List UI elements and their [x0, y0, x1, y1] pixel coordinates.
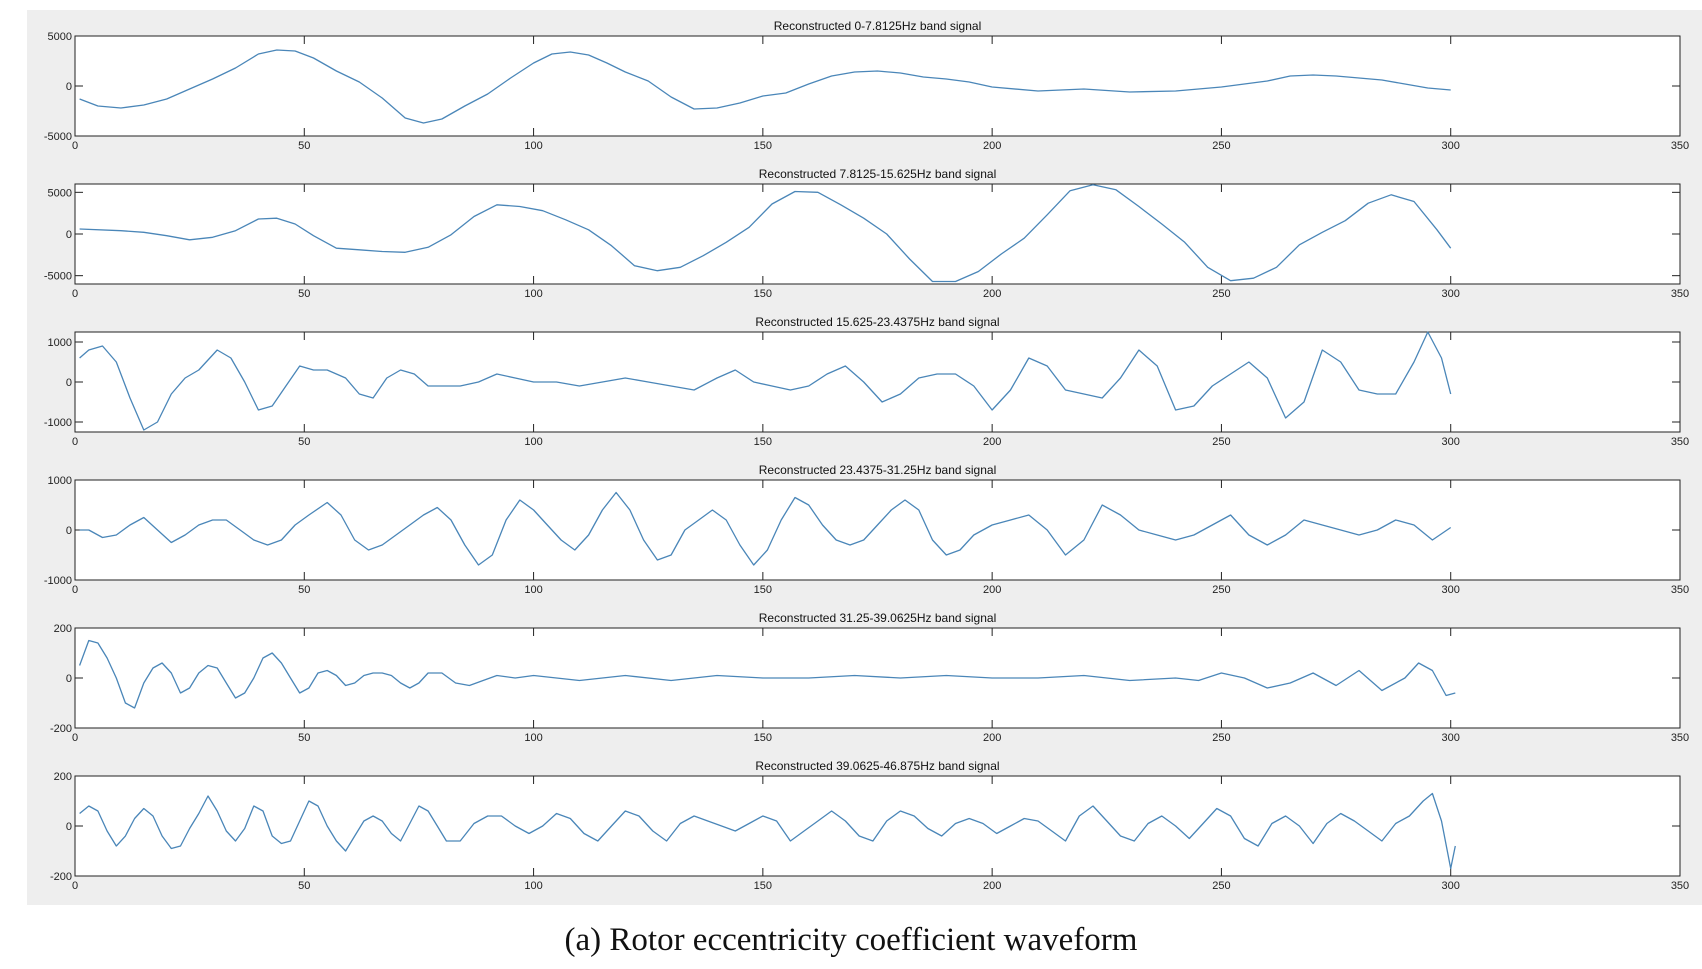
x-tick-label: 350 [1671, 584, 1689, 596]
x-tick-label: 150 [754, 140, 772, 152]
x-tick-label: 0 [72, 140, 78, 152]
x-tick-label: 300 [1442, 140, 1460, 152]
subplot-axes-box [74, 479, 1681, 581]
y-tick-label: -200 [50, 871, 72, 883]
x-tick-label: 200 [983, 140, 1001, 152]
charts-svg: Reconstructed 0-7.8125Hz band signal 0 50 1… [44, 19, 1689, 892]
x-tick-label: 200 [983, 880, 1001, 892]
x-tick-label: 250 [1212, 880, 1230, 892]
subplot-title: Reconstructed 23.4375-31.25Hz band signa… [759, 463, 997, 477]
series-line-5 [78, 639, 1456, 709]
x-tick-label: 200 [983, 436, 1001, 448]
y-tick-label: 5000 [48, 31, 72, 43]
x-tick-label: 350 [1671, 732, 1689, 744]
y-tick-label: 200 [54, 771, 72, 783]
x-tick-label: 250 [1212, 288, 1230, 300]
x-tick-label: 150 [754, 732, 772, 744]
x-tick-label: 350 [1671, 436, 1689, 448]
y-tick-label: -5000 [44, 131, 72, 143]
x-tick-label: 0 [72, 436, 78, 448]
x-tick-label: 100 [524, 732, 542, 744]
subplot-axes-box [74, 775, 1681, 877]
x-tick-label: 100 [524, 288, 542, 300]
figure-caption: (a) Rotor eccentricity coefficient wavef… [564, 922, 1138, 958]
x-tick-label: 0 [72, 732, 78, 744]
subplot-title: Reconstructed 15.625-23.4375Hz band sign… [755, 315, 999, 329]
x-tick-label: 100 [524, 436, 542, 448]
y-tick-label: -5000 [44, 271, 72, 283]
x-tick-label: 50 [298, 436, 310, 448]
subplot-axes-box [74, 35, 1681, 137]
y-tick-label: 1000 [48, 475, 72, 487]
y-tick-label: 1000 [48, 337, 72, 349]
series-line-4 [79, 491, 1452, 566]
y-tick-label: 0 [66, 525, 72, 537]
subplot-title: Reconstructed 7.8125-15.625Hz band signa… [759, 167, 997, 181]
x-tick-label: 300 [1442, 584, 1460, 596]
subplot-axes-box [74, 627, 1681, 729]
subplot-6: Reconstructed 39.0625-46.875Hz band sign… [50, 759, 1689, 892]
figure-panel [27, 10, 1702, 905]
x-tick-label: 250 [1212, 732, 1230, 744]
x-tick-label: 300 [1442, 880, 1460, 892]
subplot-title: Reconstructed 0-7.8125Hz band signal [774, 19, 981, 33]
series-line-3 [79, 331, 1452, 431]
x-tick-label: 150 [754, 436, 772, 448]
series-line-6 [79, 792, 1456, 870]
x-tick-label: 0 [72, 880, 78, 892]
y-tick-label: -200 [50, 723, 72, 735]
x-tick-label: 0 [72, 288, 78, 300]
y-tick-label: 0 [66, 377, 72, 389]
x-tick-label: 200 [983, 288, 1001, 300]
x-tick-label: 150 [754, 288, 772, 300]
x-tick-label: 0 [72, 584, 78, 596]
x-tick-label: 350 [1671, 288, 1689, 300]
x-tick-label: 150 [754, 584, 772, 596]
x-tick-label: 300 [1442, 288, 1460, 300]
subplot-axes-box [74, 183, 1681, 285]
subplot-3: Reconstructed 15.625-23.4375Hz band sign… [44, 315, 1689, 448]
y-tick-label: 0 [66, 673, 72, 685]
x-tick-label: 200 [983, 732, 1001, 744]
subplot-title: Reconstructed 39.0625-46.875Hz band sign… [755, 759, 999, 773]
x-tick-label: 300 [1442, 732, 1460, 744]
y-tick-label: -1000 [44, 575, 72, 587]
x-tick-label: 50 [298, 732, 310, 744]
x-tick-label: 300 [1442, 436, 1460, 448]
x-tick-label: 350 [1671, 140, 1689, 152]
subplot-title: Reconstructed 31.25-39.0625Hz band signa… [759, 611, 997, 625]
x-tick-label: 350 [1671, 880, 1689, 892]
subplot-4: Reconstructed 23.4375-31.25Hz band signa… [44, 463, 1689, 596]
subplot-5: Reconstructed 31.25-39.0625Hz band signa… [50, 611, 1689, 744]
x-tick-label: 150 [754, 880, 772, 892]
x-tick-label: 100 [524, 880, 542, 892]
y-tick-label: 200 [54, 623, 72, 635]
subplot-axes-box [74, 331, 1681, 433]
x-tick-label: 200 [983, 584, 1001, 596]
subplot-2: Reconstructed 7.8125-15.625Hz band signa… [44, 167, 1689, 300]
y-tick-label: 0 [66, 821, 72, 833]
x-tick-label: 250 [1212, 584, 1230, 596]
x-tick-label: 50 [298, 584, 310, 596]
x-tick-label: 50 [298, 140, 310, 152]
y-tick-label: 0 [66, 81, 72, 93]
subplot-1: Reconstructed 0-7.8125Hz band signal 0 50 1… [44, 19, 1689, 152]
x-tick-label: 250 [1212, 436, 1230, 448]
x-tick-label: 50 [298, 880, 310, 892]
series-line-2 [79, 184, 1452, 283]
y-tick-label: -1000 [44, 417, 72, 429]
y-tick-label: 0 [66, 229, 72, 241]
x-tick-label: 100 [524, 140, 542, 152]
x-tick-label: 50 [298, 288, 310, 300]
x-tick-label: 250 [1212, 140, 1230, 152]
y-tick-label: 5000 [48, 187, 72, 199]
series-line-1 [79, 49, 1451, 124]
x-tick-label: 100 [524, 584, 542, 596]
